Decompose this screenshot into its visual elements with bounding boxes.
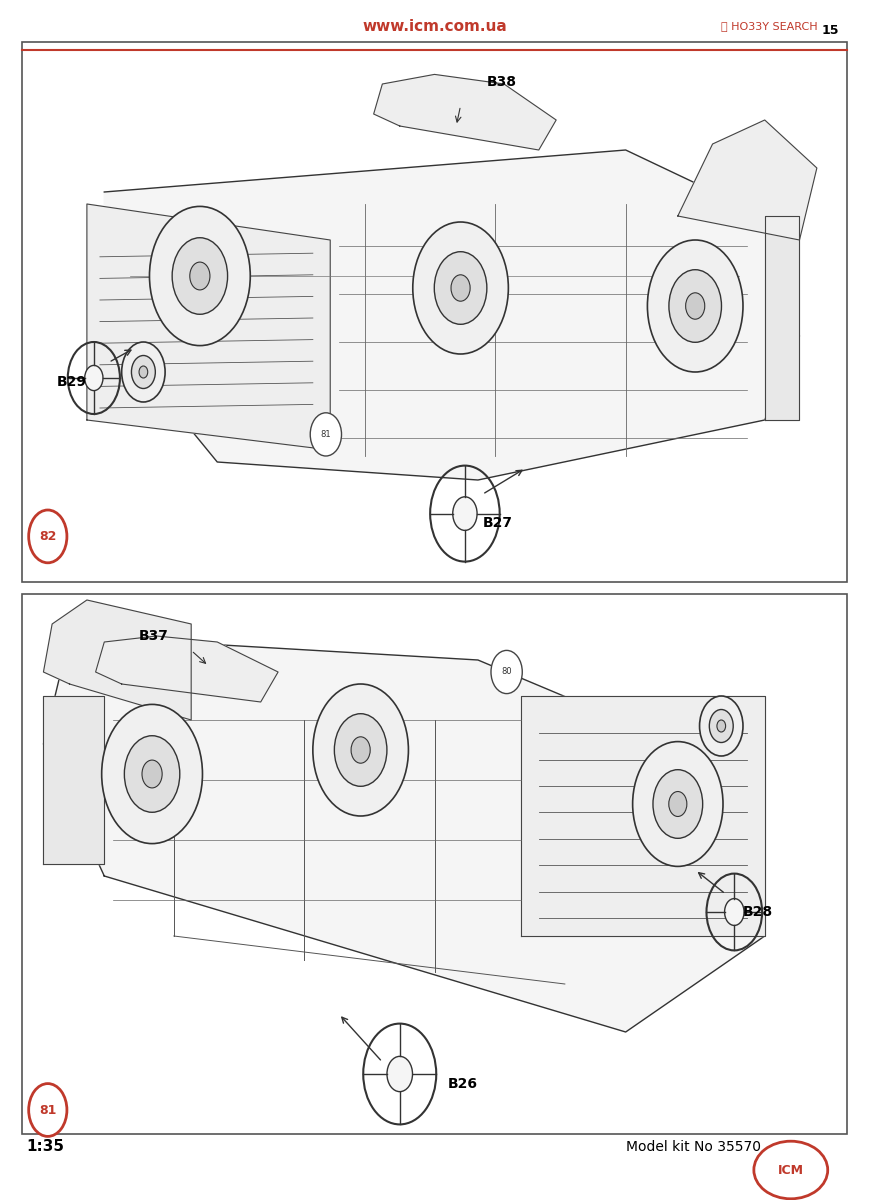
Circle shape <box>725 899 744 925</box>
Circle shape <box>453 497 477 530</box>
Text: 15: 15 <box>821 24 839 36</box>
Ellipse shape <box>754 1141 828 1199</box>
Polygon shape <box>43 636 765 1032</box>
Circle shape <box>313 684 408 816</box>
Circle shape <box>387 1056 413 1092</box>
Circle shape <box>709 709 733 743</box>
Circle shape <box>172 238 228 314</box>
Circle shape <box>669 270 721 342</box>
Text: B38: B38 <box>487 74 517 89</box>
Circle shape <box>335 714 387 786</box>
Polygon shape <box>765 216 799 420</box>
Circle shape <box>434 252 487 324</box>
Text: B28: B28 <box>743 905 773 919</box>
Circle shape <box>189 262 210 290</box>
Polygon shape <box>104 150 799 480</box>
Circle shape <box>85 365 103 390</box>
Circle shape <box>413 222 508 354</box>
Text: ICM: ICM <box>778 1164 804 1176</box>
Circle shape <box>149 206 250 346</box>
Circle shape <box>633 742 723 866</box>
Text: B27: B27 <box>482 516 513 530</box>
FancyBboxPatch shape <box>22 594 847 1134</box>
Polygon shape <box>374 74 556 150</box>
Circle shape <box>142 760 163 788</box>
Circle shape <box>451 275 470 301</box>
Polygon shape <box>87 204 330 450</box>
Text: www.icm.com.ua: www.icm.com.ua <box>362 19 507 34</box>
Text: Model kit No 35570: Model kit No 35570 <box>626 1140 760 1154</box>
Circle shape <box>124 736 180 812</box>
Circle shape <box>653 769 703 839</box>
Polygon shape <box>521 696 765 936</box>
Text: 81: 81 <box>39 1104 56 1116</box>
Circle shape <box>310 413 342 456</box>
Circle shape <box>647 240 743 372</box>
Circle shape <box>351 737 370 763</box>
Circle shape <box>700 696 743 756</box>
Text: B26: B26 <box>448 1076 478 1091</box>
Circle shape <box>669 792 687 816</box>
Text: ⓗ HO33Y SEARCH: ⓗ HO33Y SEARCH <box>721 22 818 31</box>
Polygon shape <box>43 600 191 720</box>
Text: B37: B37 <box>139 629 169 643</box>
Polygon shape <box>96 636 278 702</box>
Circle shape <box>29 1084 67 1136</box>
Circle shape <box>29 510 67 563</box>
FancyBboxPatch shape <box>22 42 847 582</box>
Polygon shape <box>678 120 817 240</box>
Text: 81: 81 <box>321 430 331 439</box>
Text: 1:35: 1:35 <box>26 1140 64 1154</box>
Circle shape <box>102 704 202 844</box>
Circle shape <box>686 293 705 319</box>
Circle shape <box>131 355 156 389</box>
Text: B29: B29 <box>56 374 87 389</box>
Circle shape <box>122 342 165 402</box>
Text: 82: 82 <box>39 530 56 542</box>
Polygon shape <box>43 696 104 864</box>
Circle shape <box>491 650 522 694</box>
Circle shape <box>139 366 148 378</box>
Text: 80: 80 <box>501 667 512 677</box>
Circle shape <box>717 720 726 732</box>
